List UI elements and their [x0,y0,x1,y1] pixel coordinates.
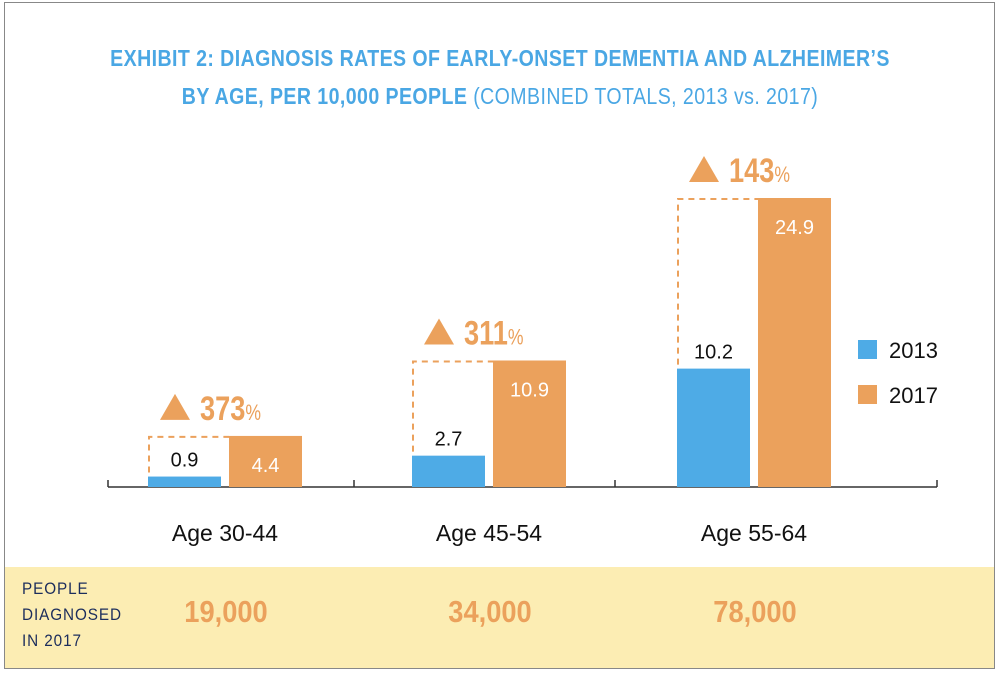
increase-unit: % [508,326,524,350]
increase-unit: % [245,401,261,425]
increase-value: 373 [200,389,245,428]
title-subtitle: (COMBINED TOTALS, 2013 vs. 2017) [473,83,819,109]
increase-percent-label: 143% [729,151,790,190]
band-label-line: IN 2017 [22,631,82,650]
bar-2013 [677,368,750,487]
bar-2017 [758,198,831,487]
band-label: PEOPLE DIAGNOSED IN 2017 [22,576,122,654]
bar-2013 [412,455,485,487]
increase-percent-label: 373% [200,389,261,428]
increase-dashed-bracket [412,360,493,452]
legend-swatch-2017 [858,385,877,404]
category-label: Age 45-54 [436,520,542,546]
category-label: Age 55-64 [701,520,807,546]
data-label-2017: 10.9 [510,379,549,401]
category-label: Age 30-44 [172,520,278,546]
bar-chart: 0.9 4.4 373% Age 30-44 2.7 10.9 311% Age 45-54 1… [107,151,938,546]
title-bold: BY AGE, PER 10,000 PEOPLE [181,83,468,109]
bar-2017 [229,435,302,487]
increase-percent-label: 311% [464,314,523,353]
data-label-2017: 4.4 [252,455,280,477]
band-label-line: PEOPLE [22,579,89,598]
chart-title-line2: BY AGE, PER 10,000 PEOPLE (COMBINED TOTA… [75,83,925,110]
band-label-line: DIAGNOSED [22,605,122,624]
legend-label-2017: 2017 [889,383,938,408]
bar-2013 [148,476,221,487]
data-label-2013: 10.2 [694,342,733,364]
legend-label-2013: 2013 [889,338,938,363]
legend-swatch-2013 [858,340,877,359]
increase-triangle-icon [424,318,454,345]
chart-title-line1: EXHIBIT 2: DIAGNOSIS RATES OF EARLY-ONSE… [110,45,890,71]
increase-value: 311 [464,314,508,353]
data-label-2013: 2.7 [435,429,463,451]
increase-dashed-bracket [677,198,758,365]
bar-2017 [493,360,566,487]
people-diagnosed-band [5,567,994,668]
count-age-45-54: 34,000 [448,594,532,629]
count-age-55-64: 78,000 [713,594,797,629]
increase-unit: % [774,163,790,187]
increase-value: 143 [729,151,774,190]
chart-frame [4,2,995,669]
data-label-2017: 24.9 [775,217,814,239]
data-label-2013: 0.9 [171,450,199,472]
increase-triangle-icon [689,156,719,182]
increase-triangle-icon [160,393,190,420]
increase-dashed-bracket [148,435,229,473]
count-age-30-44: 19,000 [184,594,268,629]
